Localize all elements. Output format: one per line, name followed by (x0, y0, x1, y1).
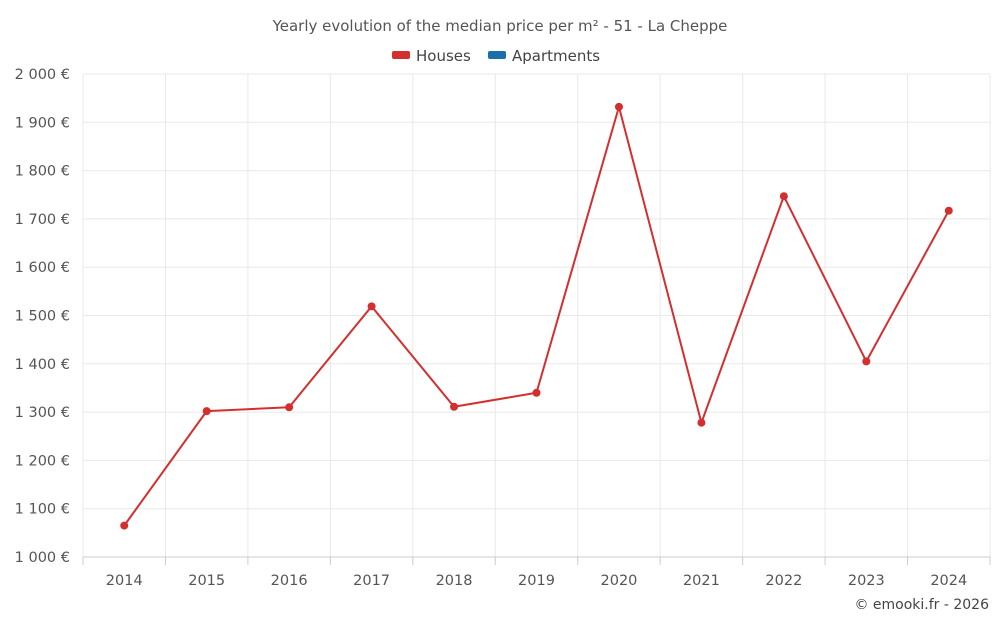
data-point-houses-2019[interactable] (532, 388, 541, 397)
x-tick-label: 2018 (436, 573, 473, 589)
data-point-houses-2023[interactable] (862, 357, 871, 366)
x-tick-label: 2014 (106, 573, 143, 589)
x-tick-label: 2017 (353, 573, 390, 589)
y-tick-label: 1 200 € (15, 453, 70, 469)
y-tick-label: 1 600 € (15, 260, 70, 276)
legend-swatch-apartments (488, 51, 506, 59)
x-axis: 2014 2015 2016 2017 2018 2019 2020 2021 2022 2023… (82, 556, 991, 589)
data-point-houses-2014[interactable] (120, 521, 129, 530)
y-tick-label: 1 300 € (15, 405, 70, 421)
legend-label-houses: Houses (416, 47, 471, 65)
x-tick-label: 2016 (271, 573, 308, 589)
x-tick-label: 2019 (518, 573, 555, 589)
data-point-houses-2022[interactable] (779, 192, 788, 201)
credit-text: © emooki.fr - 2026 (854, 597, 989, 613)
data-point-houses-2021[interactable] (697, 418, 706, 427)
x-tick-label: 2022 (765, 573, 802, 589)
x-tick-label: 2015 (188, 573, 225, 589)
x-tick-label: 2021 (683, 573, 720, 589)
data-point-houses-2016[interactable] (285, 403, 294, 412)
data-point-houses-2020[interactable] (614, 102, 623, 111)
data-point-houses-2018[interactable] (450, 402, 459, 411)
data-point-houses-2015[interactable] (202, 407, 211, 416)
y-tick-label: 1 100 € (15, 502, 70, 518)
grid-lines (82, 73, 991, 557)
y-tick-label: 1 800 € (15, 164, 70, 180)
y-tick-label: 1 700 € (15, 212, 70, 228)
y-tick-label: 2 000 € (15, 67, 70, 83)
legend: Houses Apartments (392, 47, 600, 65)
y-tick-label: 1 400 € (15, 357, 70, 373)
series-layer (120, 102, 953, 530)
data-point-houses-2017[interactable] (367, 302, 376, 311)
legend-item-apartments[interactable]: Apartments (488, 47, 600, 65)
legend-swatch-houses (392, 51, 410, 59)
y-axis: 1 000 € 1 100 € 1 200 € 1 300 € 1 400 € 1 500… (15, 67, 70, 566)
data-point-houses-2024[interactable] (944, 206, 953, 215)
y-tick-label: 1 500 € (15, 309, 70, 325)
x-tick-label: 2020 (601, 573, 638, 589)
chart-title: Yearly evolution of the median price per… (272, 17, 728, 35)
legend-label-apartments: Apartments (512, 47, 600, 65)
x-tick-label: 2024 (930, 573, 967, 589)
y-tick-label: 1 900 € (15, 115, 70, 131)
legend-item-houses[interactable]: Houses (392, 47, 471, 65)
x-tick-label: 2023 (848, 573, 885, 589)
y-tick-label: 1 000 € (15, 550, 70, 566)
